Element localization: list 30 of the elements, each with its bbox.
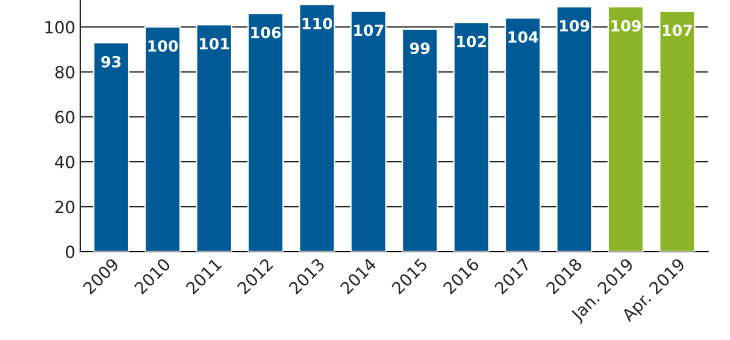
data-label: 102 <box>457 36 486 48</box>
y-tick-label: 20 <box>55 200 74 214</box>
y-tick-label: 0 <box>66 246 74 258</box>
bar <box>608 6 644 252</box>
data-label: 107 <box>663 24 692 36</box>
bar <box>504 17 542 252</box>
data-label: 100 <box>148 40 178 52</box>
data-label: 101 <box>200 38 229 50</box>
bar <box>350 10 387 252</box>
bar <box>402 28 438 252</box>
data-label: 110 <box>302 18 332 30</box>
bar <box>144 26 181 252</box>
bar <box>196 24 232 252</box>
data-label: 107 <box>354 24 384 36</box>
bar <box>453 22 490 252</box>
data-label: 109 <box>612 20 641 32</box>
bar <box>659 10 696 252</box>
bar <box>298 4 336 252</box>
data-label: 109 <box>560 20 590 32</box>
y-tick-label: 100 <box>45 20 74 34</box>
data-label: 104 <box>508 31 538 43</box>
y-tick-label: 40 <box>55 156 74 168</box>
data-label: 93 <box>101 56 121 68</box>
bar <box>247 12 284 252</box>
data-label: 99 <box>410 42 430 54</box>
data-label: 106 <box>251 26 281 38</box>
bar <box>556 6 592 252</box>
y-tick-label: 60 <box>55 110 74 124</box>
bar <box>92 42 130 252</box>
y-tick-label: 80 <box>55 66 74 78</box>
